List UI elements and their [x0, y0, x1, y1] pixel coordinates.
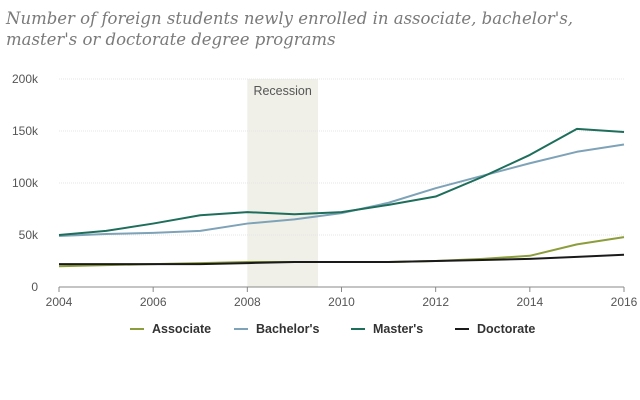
x-tick-label: 2004 [46, 295, 73, 309]
series-line-bachelor-s [58, 143, 625, 238]
series-line-master-s [58, 127, 625, 236]
legend-label: Doctorate [477, 322, 536, 336]
legend-item-doctorate: Doctorate [455, 322, 535, 336]
legend-item-associate: Associate [130, 322, 211, 336]
legend-swatch [130, 328, 144, 330]
legend-item-bachelor-s: Bachelor's [234, 322, 319, 336]
legend-label: Bachelor's [256, 322, 320, 336]
chart-legend: Associate Bachelor's Master's Doctorate [0, 322, 640, 342]
x-tick-label: 2012 [422, 295, 449, 309]
x-tick-label: 2014 [516, 295, 543, 309]
y-tick-label: 200k [12, 72, 39, 86]
legend-swatch [234, 328, 248, 330]
y-tick-label: 150k [12, 124, 39, 138]
legend-item-master-s: Master's [351, 322, 423, 336]
y-tick-label: 50k [19, 228, 39, 242]
x-tick-label: 2016 [611, 295, 638, 309]
chart-title: Number of foreign students newly enrolle… [6, 9, 574, 49]
legend-swatch [351, 328, 365, 330]
recession-label: Recession [253, 84, 311, 98]
y-tick-label: 100k [12, 176, 39, 190]
legend-label: Associate [152, 322, 212, 336]
x-tick-label: 2006 [140, 295, 167, 309]
series-line-doctorate [59, 253, 625, 266]
legend-swatch [455, 328, 469, 330]
x-tick-label: 2008 [234, 295, 261, 309]
x-tick-label: 2010 [328, 295, 355, 309]
y-tick-label: 0 [31, 280, 38, 294]
legend-label: Master's [373, 322, 424, 336]
